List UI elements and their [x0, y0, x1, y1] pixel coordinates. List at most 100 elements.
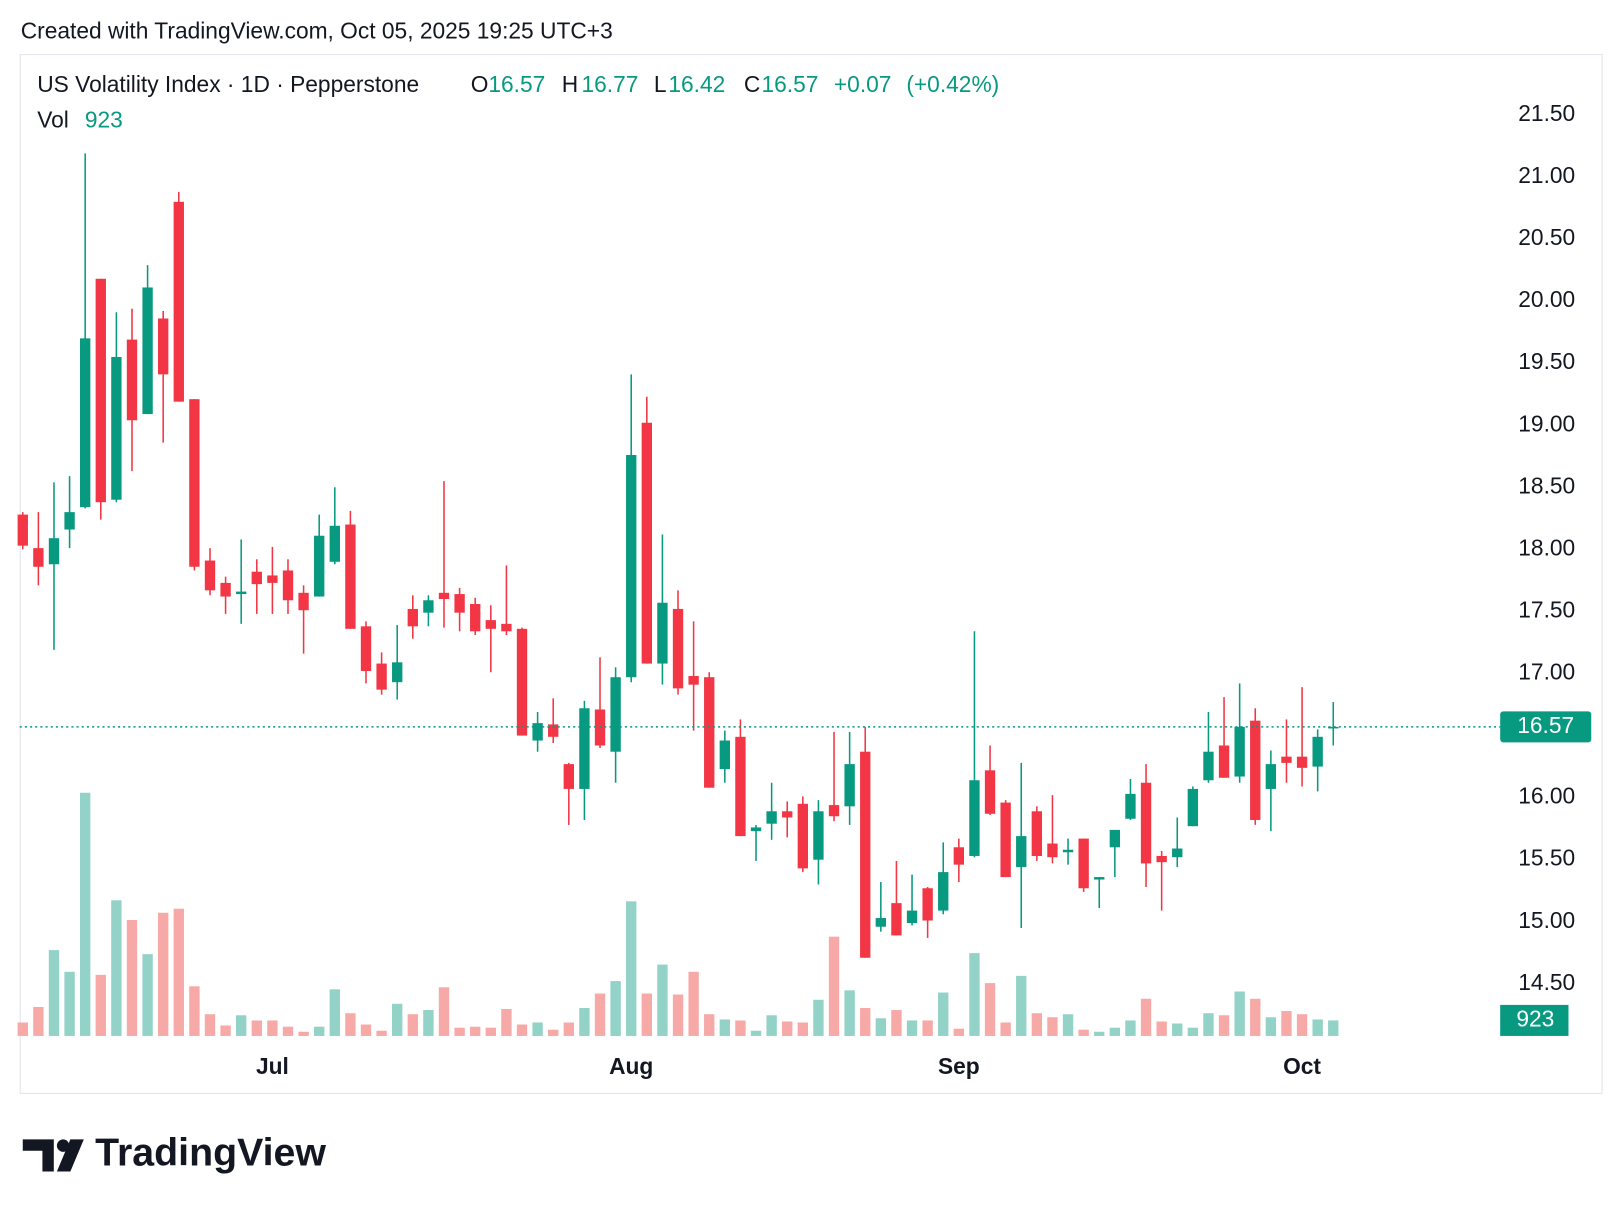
- volume-bar: [204, 1014, 216, 1036]
- candle-body: [906, 910, 918, 923]
- y-tick-label: 15.00: [1518, 907, 1575, 933]
- candle-body: [516, 628, 528, 736]
- candle-body: [392, 662, 403, 683]
- volume-bar: [766, 1015, 777, 1036]
- volume-bar: [1265, 1017, 1277, 1036]
- ohlc-label: L: [654, 71, 667, 97]
- volume-bar: [376, 1030, 387, 1036]
- candle-body: [1078, 838, 1089, 889]
- candle-body: [1047, 843, 1058, 858]
- candle-body: [142, 287, 153, 415]
- candle-body: [329, 525, 340, 562]
- candle-body: [1187, 788, 1199, 827]
- volume-bar: [906, 1020, 918, 1036]
- volume-bar: [891, 1010, 902, 1036]
- volume-bar: [407, 1014, 418, 1036]
- candle-body: [797, 803, 809, 869]
- volume-bar: [938, 992, 949, 1036]
- volume-bar: [516, 1024, 528, 1036]
- candle-body: [1125, 793, 1136, 819]
- last-price-badge: [1500, 711, 1592, 743]
- candle-body: [80, 338, 91, 508]
- candle-body: [314, 535, 325, 597]
- candle-body: [610, 677, 621, 752]
- candle-body: [860, 751, 871, 958]
- ohlc-value: 16.42: [668, 71, 725, 97]
- candle-body: [1265, 764, 1277, 789]
- candle-body: [345, 524, 356, 629]
- candle-body: [891, 903, 902, 936]
- volume-bar: [922, 1020, 933, 1036]
- logo-icon: [56, 1139, 70, 1152]
- candle-body: [189, 399, 200, 567]
- candle-body: [1140, 782, 1152, 864]
- volume-bar: [95, 974, 106, 1036]
- candle-body: [532, 723, 543, 741]
- volume-bar: [282, 1026, 294, 1036]
- candle-body: [1234, 726, 1245, 777]
- volume-bar: [1156, 1021, 1167, 1036]
- brand-name: TradingView: [95, 1130, 326, 1174]
- volume-bar: [126, 919, 138, 1036]
- volume-bar: [501, 1009, 512, 1036]
- candle-body: [267, 575, 278, 583]
- candle-body: [64, 512, 75, 530]
- volume-bar: [236, 1015, 247, 1036]
- volume-bar: [1234, 991, 1245, 1036]
- volume-bar: [1031, 1013, 1043, 1036]
- candle-body: [641, 422, 652, 664]
- volume-bar: [984, 983, 996, 1036]
- volume-bar: [672, 994, 684, 1036]
- brand-logo: TradingView: [22, 1130, 326, 1174]
- candle-body: [766, 811, 777, 824]
- volume-bar: [189, 986, 200, 1036]
- candle-body: [875, 918, 887, 927]
- change: +0.07: [834, 71, 892, 97]
- volume-bar: [80, 792, 91, 1036]
- volume-bar: [532, 1022, 543, 1036]
- candle-body: [454, 594, 465, 613]
- candle-body: [173, 201, 184, 402]
- volume-bar: [158, 912, 169, 1036]
- volume-bar: [1172, 1023, 1183, 1036]
- candle-body: [485, 620, 496, 629]
- candle-body: [438, 592, 450, 600]
- x-tick-label: Sep: [938, 1053, 980, 1079]
- candle-body: [95, 278, 106, 503]
- candle-body: [17, 514, 28, 546]
- y-tick-label: 17.00: [1518, 659, 1575, 685]
- y-tick-label: 15.50: [1518, 845, 1575, 871]
- y-tick-label: 20.00: [1518, 286, 1575, 312]
- volume-bar: [828, 936, 840, 1036]
- volume-bar: [329, 989, 340, 1036]
- volume-bar: [345, 1013, 356, 1036]
- candle-body: [938, 872, 949, 911]
- last-volume-label: 923: [1516, 1005, 1554, 1031]
- candle-body: [423, 600, 434, 613]
- candle-body: [579, 708, 590, 789]
- candle-body: [204, 560, 216, 591]
- candle-body: [672, 608, 684, 689]
- candle-body: [984, 770, 996, 814]
- logo-icon: [56, 1139, 84, 1172]
- volume-bar: [220, 1025, 231, 1036]
- volume-bar: [454, 1027, 465, 1036]
- y-tick-label: 21.50: [1518, 100, 1575, 126]
- volume-bar: [875, 1018, 887, 1036]
- candle-body: [969, 780, 980, 856]
- volume-bar: [267, 1020, 278, 1036]
- candles: [17, 153, 1501, 958]
- chart-title: US Volatility Index · 1D · Pepperstone: [37, 71, 419, 97]
- volume-bar: [360, 1024, 372, 1036]
- candle-body: [813, 811, 824, 860]
- candle-body: [48, 538, 60, 565]
- candle-body: [360, 626, 372, 672]
- candle-body: [470, 603, 481, 632]
- ohlc-value: 16.77: [581, 71, 638, 97]
- candle-body: [1109, 829, 1121, 848]
- volume-bar: [438, 987, 450, 1036]
- candle-body: [1031, 811, 1043, 856]
- candle-body: [1062, 849, 1074, 853]
- candle-body: [1000, 802, 1011, 878]
